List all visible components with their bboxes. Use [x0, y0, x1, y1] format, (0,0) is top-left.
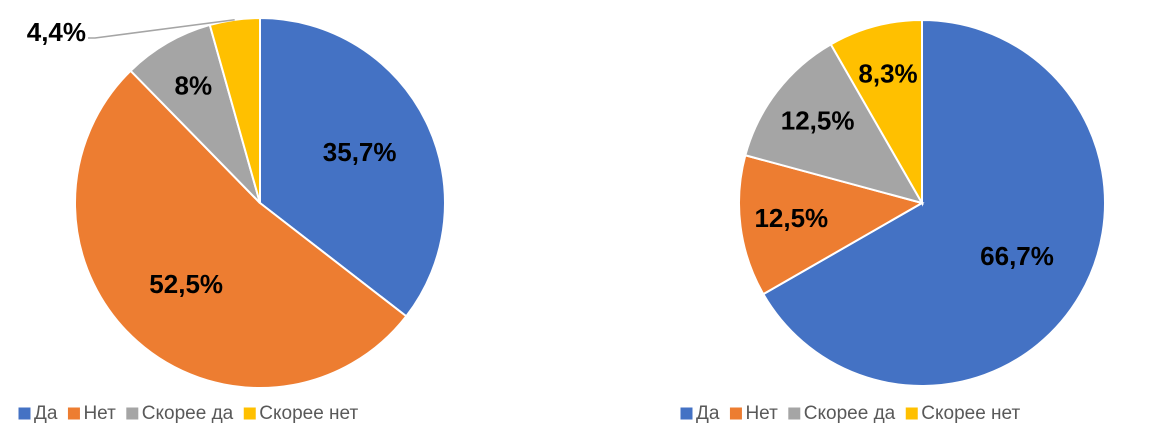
legend-label: Скорее нет [259, 403, 358, 424]
pie-slice [74, 69, 408, 389]
legend-label: Скорее да [142, 403, 234, 424]
legend-swatch [904, 406, 919, 421]
legend-swatch [787, 406, 802, 421]
data-label: 4,4% [27, 17, 86, 47]
leader-line [88, 19, 235, 39]
data-label: 12,5% [781, 105, 855, 135]
pie-slice [829, 18, 923, 207]
data-label: 8% [174, 71, 212, 101]
pie-slice [738, 154, 925, 296]
pie-slice [744, 42, 925, 205]
legend-label: Скорее да [804, 403, 896, 424]
legend-label: Да [696, 403, 720, 424]
data-label: 35,7% [323, 137, 397, 167]
legend-label: Нет [745, 403, 778, 424]
data-label: 12,5% [754, 203, 828, 233]
pie-slice [259, 16, 446, 318]
legend-swatch [125, 406, 140, 421]
legend-swatch [679, 406, 694, 421]
data-label: 8,3% [858, 59, 917, 89]
legend-label: Нет [83, 403, 116, 424]
legend-swatch [17, 406, 32, 421]
legend-label: Скорее нет [921, 403, 1020, 424]
legend-swatch [242, 406, 257, 421]
data-label: 66,7% [980, 241, 1054, 271]
pie-slice [761, 18, 1106, 387]
pie-slice [129, 23, 261, 204]
legend-swatch [728, 406, 743, 421]
data-label: 52,5% [149, 269, 223, 299]
legend-label: Да [34, 403, 58, 424]
legend-swatch [66, 406, 81, 421]
pie-slice [208, 16, 261, 204]
